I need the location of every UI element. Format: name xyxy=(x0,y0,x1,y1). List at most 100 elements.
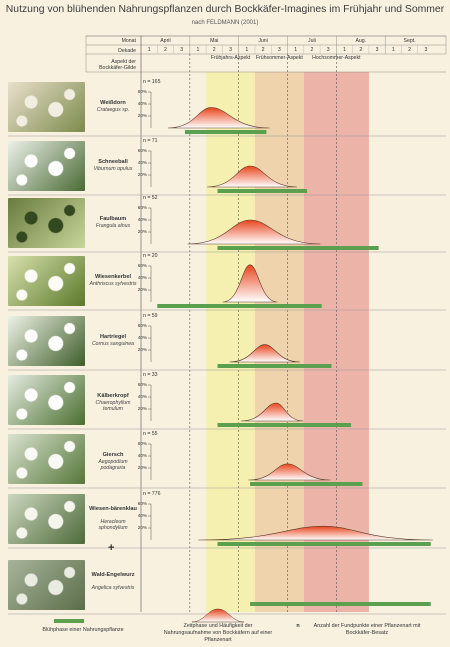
decade-label: 2 xyxy=(310,47,314,53)
feeding-curve xyxy=(207,165,297,188)
plant-sci-name: Heracleum sphondylium xyxy=(98,519,128,532)
y-tick-label: 40% xyxy=(137,394,147,399)
plant-name: Faulbaum xyxy=(99,216,127,222)
page-subtitle: nach FELDMANN (2001) xyxy=(191,20,259,26)
decade-label: 2 xyxy=(408,47,412,53)
legend-n-label: Anzahl der Fundpunkte einer Pflanzenart … xyxy=(313,623,421,636)
month-label: Juli xyxy=(308,38,316,44)
sample-count: n = 33 xyxy=(143,372,158,378)
decade-label: 3 xyxy=(424,47,428,53)
feeding-curve xyxy=(187,219,321,245)
y-tick-label: 40% xyxy=(137,217,147,222)
sample-count: n = 59 xyxy=(143,313,158,319)
y-tick-label: 20% xyxy=(137,465,147,470)
plant-photo xyxy=(8,256,85,306)
legend-n-symbol: n xyxy=(296,623,300,629)
plant-photo xyxy=(8,198,85,248)
y-tick-label: 20% xyxy=(137,347,147,352)
bloom-bar xyxy=(217,542,431,546)
aspect-band xyxy=(206,72,255,612)
decade-label: 1 xyxy=(343,47,346,53)
aspect-label: Hochsommer-Aspekt xyxy=(312,55,361,61)
y-tick-label: 20% xyxy=(137,172,147,177)
sample-count: n = 20 xyxy=(143,253,158,259)
aspect-header-label: Aspekt der Bockkäfer-Gilde xyxy=(99,59,136,72)
legend-curve-swatch xyxy=(191,608,245,623)
y-tick-label: 40% xyxy=(137,453,147,458)
header-grid xyxy=(85,35,447,612)
sample-count: n = 165 xyxy=(143,79,161,85)
plant-sci-name: Chaerophyllum temulum xyxy=(95,400,131,413)
sample-count: n = 71 xyxy=(143,138,158,144)
decade-label: 2 xyxy=(212,47,216,53)
bloom-bar xyxy=(217,423,352,427)
plant-sci-name: Frangula alnus xyxy=(95,223,131,229)
decade-label: 1 xyxy=(147,47,151,53)
plant-photo xyxy=(8,434,85,484)
decade-label: 2 xyxy=(163,47,167,53)
bloom-bar xyxy=(217,364,332,368)
decade-label: 2 xyxy=(261,47,265,53)
decade-label: 1 xyxy=(245,47,249,53)
plus-sign: + xyxy=(108,542,115,554)
aspect-label: Frühsommer-Aspekt xyxy=(255,55,303,61)
plant-photo xyxy=(8,375,85,425)
plant-sci-name: Aegopodium podagraria xyxy=(98,459,128,472)
plant-name: Wald-Engelwurz xyxy=(91,572,135,578)
y-tick-label: 20% xyxy=(137,113,147,118)
y-tick-label: 40% xyxy=(137,160,147,165)
y-tick-label: 20% xyxy=(137,229,147,234)
y-tick-label: 40% xyxy=(137,335,147,340)
y-tick-label: 60% xyxy=(137,89,147,94)
decade-label: 1 xyxy=(294,47,298,53)
legend-bloom-swatch xyxy=(54,619,84,623)
y-tick-label: 40% xyxy=(137,513,147,518)
legend-graphics xyxy=(8,608,446,623)
plant-photo xyxy=(8,494,85,544)
feeding-curve xyxy=(240,402,304,422)
bloom-bar xyxy=(217,189,308,193)
month-label: Mai xyxy=(210,38,219,44)
sample-count: n = 52 xyxy=(143,195,158,201)
month-label: Sept. xyxy=(403,38,416,44)
legend-bloom-label: Blühphase einer Nahrungspflanze xyxy=(42,627,124,633)
y-tick-label: 60% xyxy=(137,323,147,328)
bloom-bar xyxy=(250,482,363,486)
y-tick-label: 60% xyxy=(137,501,147,506)
legend-curve-label: Zeitphase und Häufigkeit der Nahrungsauf… xyxy=(163,623,273,643)
feeding-curve xyxy=(168,107,270,129)
bloom-bar xyxy=(184,130,267,134)
y-tick-label: 60% xyxy=(137,441,147,446)
bloom-bar xyxy=(157,304,322,308)
aspect-label: Frühjahrs-Aspekt xyxy=(210,55,251,61)
month-label: April xyxy=(160,38,171,44)
decade-label: 1 xyxy=(391,47,395,53)
sample-count: n = 776 xyxy=(143,491,161,497)
feeding-curve xyxy=(229,344,300,363)
y-tick-label: 60% xyxy=(137,382,147,387)
feeding-curve xyxy=(222,264,278,303)
decade-label: 3 xyxy=(180,47,184,53)
bloom-bar xyxy=(217,246,379,250)
y-tick-label: 20% xyxy=(137,406,147,411)
aspect-band xyxy=(254,72,304,612)
plant-rows xyxy=(8,91,446,606)
plant-sci-name: Anthriscus sylvestris xyxy=(89,281,137,287)
decade-label: 2 xyxy=(359,47,363,53)
decade-header-label: Dekade xyxy=(118,48,136,54)
feeding-curve xyxy=(248,463,331,481)
feeding-curve xyxy=(198,525,433,541)
plant-sci-name: Angelica sylvestris xyxy=(91,585,135,591)
plant-photo xyxy=(8,82,85,132)
plant-name: Schneeball xyxy=(98,159,128,165)
bloom-bar xyxy=(250,602,431,606)
plant-photo xyxy=(8,141,85,191)
plant-name: Weißdorn xyxy=(100,100,126,106)
decade-label: 1 xyxy=(196,47,200,53)
y-tick-label: 60% xyxy=(137,263,147,268)
plant-photo xyxy=(8,560,85,610)
y-tick-label: 40% xyxy=(137,275,147,280)
plant-photo xyxy=(8,316,85,366)
sample-count: n = 55 xyxy=(143,431,158,437)
